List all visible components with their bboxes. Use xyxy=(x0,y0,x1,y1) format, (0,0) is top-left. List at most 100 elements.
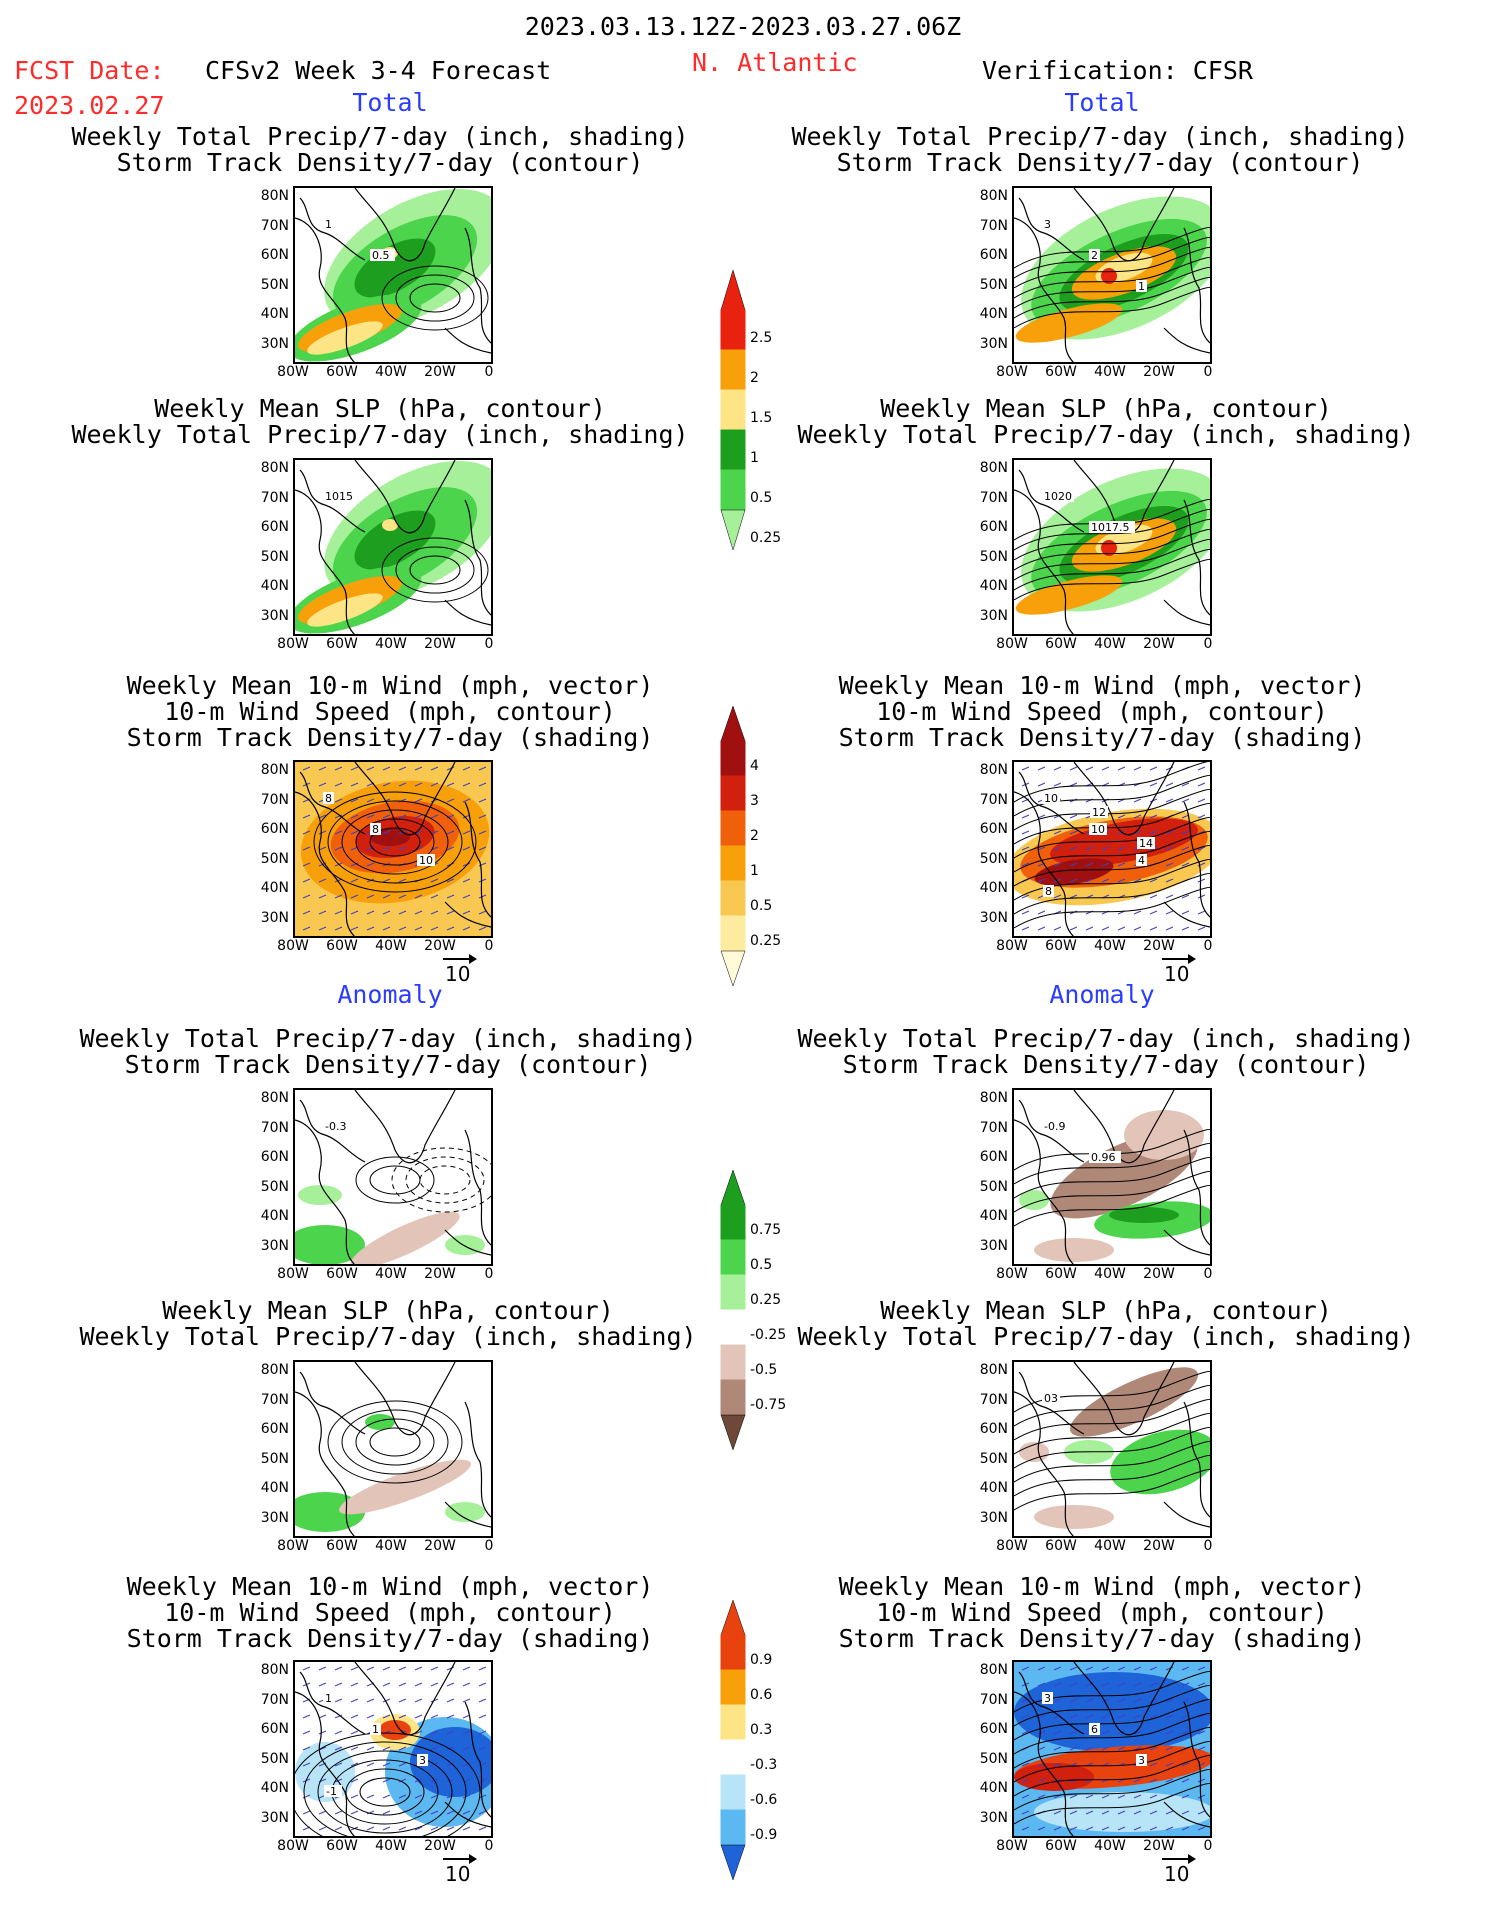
lat-tick: 50N xyxy=(260,1178,289,1195)
colorbar-level: 0.25 xyxy=(750,530,782,546)
vector-ref-value: 10 xyxy=(1164,1862,1190,1886)
lat-tick: 40N xyxy=(979,880,1008,896)
lat-tick: 80N xyxy=(979,460,1008,476)
panel-title-line: Storm Track Density/7-day (contour) xyxy=(116,148,644,177)
lat-tick: 30N xyxy=(260,335,289,352)
contour-label: -1 xyxy=(326,1785,337,1798)
vector-ref-arrow-icon xyxy=(443,958,473,960)
lon-tick: 20W xyxy=(1143,1266,1175,1282)
lon-tick: 40W xyxy=(1094,1266,1126,1282)
lat-tick: 50N xyxy=(260,548,289,565)
colorbar-level: 0.25 xyxy=(750,932,782,949)
lon-tick: 40W xyxy=(1094,938,1126,954)
panel-title: Weekly Mean 10-m Wind (mph, vector) 10-m … xyxy=(127,673,654,751)
section-anomaly-right: Anomaly xyxy=(1049,980,1155,1009)
panel-title-line: Weekly Total Precip/7-day (inch, shading… xyxy=(791,122,1409,151)
fcst-date-label: FCST Date: xyxy=(14,56,165,85)
panel-title-line: Weekly Mean 10-m Wind (mph, vector) xyxy=(126,671,654,700)
colorbar-level: 0.6 xyxy=(750,1686,773,1703)
map-panel-p10: 03 xyxy=(1012,1360,1212,1538)
panel-title: Weekly Total Precip/7-day (inch, shading… xyxy=(79,1026,696,1078)
colorbar-level: 1.5 xyxy=(750,410,773,426)
colorbar-precip_total xyxy=(720,270,746,551)
vector-ref-value: 10 xyxy=(445,962,471,986)
lon-tick: 0 xyxy=(484,1266,494,1282)
lat-tick: 60N xyxy=(979,519,1008,535)
lat-tick: 30N xyxy=(979,607,1008,624)
lon-tick: 0 xyxy=(1203,1266,1213,1282)
forecast-period: 2023.03.13.12Z-2023.03.27.06Z xyxy=(524,12,962,41)
lat-tick: 60N xyxy=(979,1721,1008,1737)
lat-tick: 40N xyxy=(979,578,1008,594)
contour-label: 2 xyxy=(1091,249,1098,262)
colorbar-level: -0.5 xyxy=(750,1361,778,1378)
colorbar-storm_total xyxy=(720,706,746,987)
panel-title-line: Weekly Total Precip/7-day (inch, shading… xyxy=(797,1322,1415,1351)
colorbar-level: -0.25 xyxy=(750,1326,787,1343)
lat-tick: 80N xyxy=(979,1362,1008,1378)
vector-ref-arrowhead-icon xyxy=(1188,954,1196,964)
panel-title: Weekly Mean SLP (hPa, contour) Weekly Tot… xyxy=(797,396,1414,448)
panel-title-line: Weekly Mean SLP (hPa, contour) xyxy=(162,1296,614,1325)
panel-title-line: Weekly Total Precip/7-day (inch, shading… xyxy=(71,122,689,151)
lon-tick: 0 xyxy=(1203,1538,1213,1554)
lon-tick: 60W xyxy=(326,1266,358,1282)
lon-tick: 0 xyxy=(484,636,494,652)
map-panel-p11: 1 1 3 -1 xyxy=(293,1660,493,1838)
lat-tick: 80N xyxy=(979,762,1008,778)
lat-tick: 70N xyxy=(979,489,1008,506)
lat-tick: 80N xyxy=(260,1362,289,1378)
vector-ref-arrow-icon xyxy=(443,1858,473,1860)
lat-tick: 50N xyxy=(979,1750,1008,1767)
lon-tick: 80W xyxy=(277,364,309,380)
lon-tick: 60W xyxy=(1045,1266,1077,1282)
contour-label: 10 xyxy=(419,854,433,867)
lat-tick: 40N xyxy=(979,1780,1008,1796)
lon-tick: 80W xyxy=(996,636,1028,652)
lon-tick: 80W xyxy=(996,1538,1028,1554)
lon-tick: 20W xyxy=(1143,636,1175,652)
colorbar-level: 2 xyxy=(750,370,759,386)
lat-tick: 30N xyxy=(979,1809,1008,1826)
colorbar-level: 0.3 xyxy=(750,1721,773,1738)
lon-tick: 80W xyxy=(277,636,309,652)
lat-tick: 60N xyxy=(260,821,289,837)
lon-tick: 20W xyxy=(424,1266,456,1282)
lat-tick: 70N xyxy=(260,217,289,234)
vector-ref-value: 10 xyxy=(1164,962,1190,986)
lat-tick: 70N xyxy=(979,217,1008,234)
vector-ref-value: 10 xyxy=(445,1862,471,1886)
contour-label: 0.5 xyxy=(372,249,390,262)
panel-title: Weekly Total Precip/7-day (inch, shading… xyxy=(797,1026,1414,1078)
lon-tick: 20W xyxy=(424,1838,456,1854)
map-panel-p9 xyxy=(293,1360,493,1538)
lon-tick: 40W xyxy=(375,1538,407,1554)
colorbar-storm_anom xyxy=(720,1600,746,1881)
lat-tick: 40N xyxy=(260,1208,289,1224)
contour-label: 3 xyxy=(1138,1754,1145,1767)
vector-ref-arrowhead-icon xyxy=(1188,1854,1196,1864)
lon-tick: 60W xyxy=(1045,1838,1077,1854)
lat-tick: 30N xyxy=(979,909,1008,926)
lat-tick: 80N xyxy=(260,762,289,778)
panel-title-line: 10-m Wind Speed (mph, contour) xyxy=(164,697,616,726)
lat-tick: 60N xyxy=(979,1149,1008,1165)
colorbar-precip_anom xyxy=(720,1170,746,1451)
panel-title-line: 10-m Wind Speed (mph, contour) xyxy=(876,697,1328,726)
panel-title: Weekly Mean SLP (hPa, contour) Weekly Tot… xyxy=(71,396,688,448)
colorbar-level: 2.5 xyxy=(750,330,773,346)
contour-label: 10 xyxy=(1091,823,1105,836)
map-panel-p12: 3 6 3 xyxy=(1012,1660,1212,1838)
lat-tick: 60N xyxy=(979,1421,1008,1437)
contour-label: 3 xyxy=(1044,1692,1051,1705)
lat-tick: 40N xyxy=(260,880,289,896)
lon-tick: 80W xyxy=(277,1538,309,1554)
contour-label: 0.96 xyxy=(1091,1151,1116,1164)
colorbar-level: 2 xyxy=(750,827,759,844)
lon-tick: 40W xyxy=(1094,1538,1126,1554)
contour-label: 6 xyxy=(1091,1723,1098,1736)
lon-tick: 60W xyxy=(1045,364,1077,380)
lat-tick: 80N xyxy=(260,460,289,476)
map-panel-p1: 1 0.5 xyxy=(293,186,493,364)
lat-tick: 40N xyxy=(260,1780,289,1796)
